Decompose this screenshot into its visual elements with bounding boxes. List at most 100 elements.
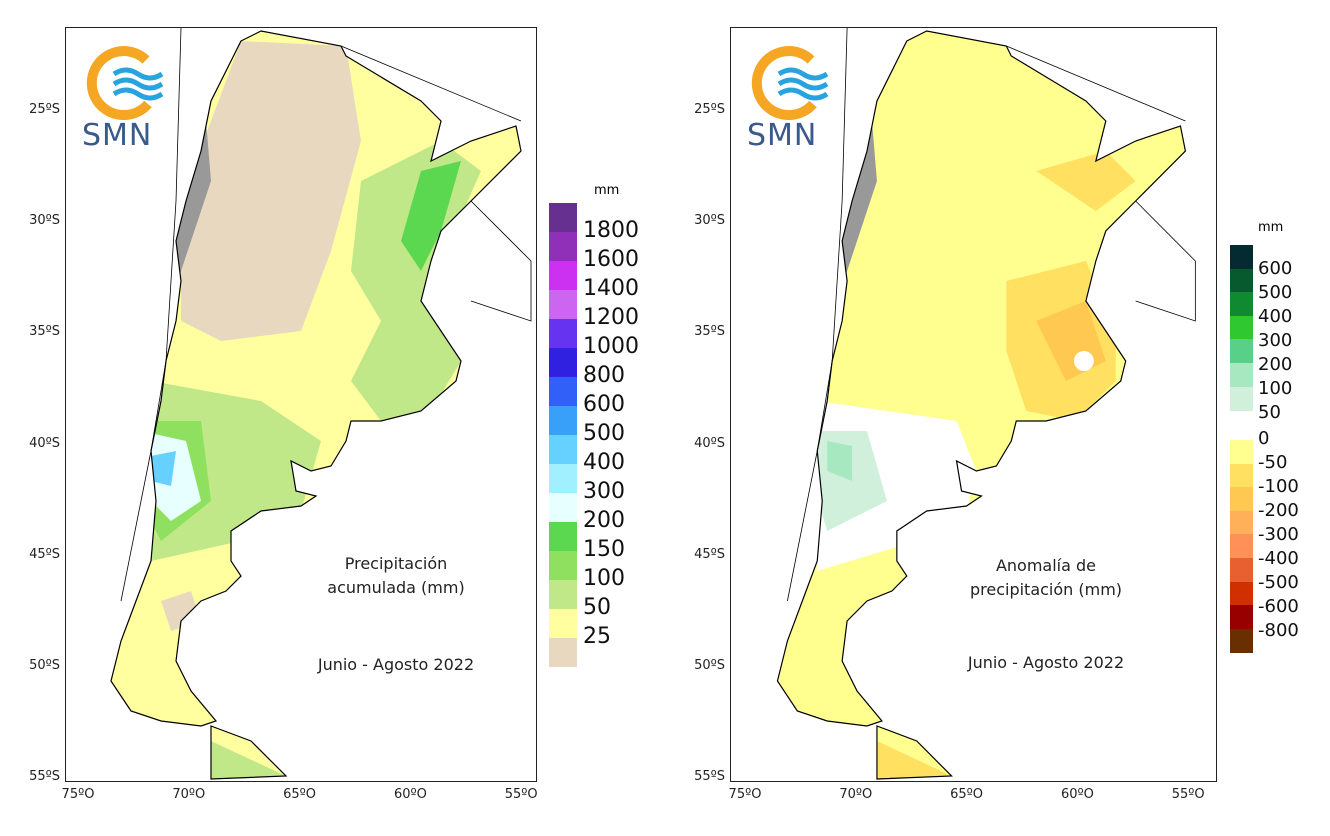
- precipitation-map: SMN Precipitación acumulada (mm) Junio -…: [65, 27, 537, 782]
- legend-swatch: [1230, 386, 1253, 411]
- legend-label: 300: [1258, 330, 1293, 351]
- legend-label: -800: [1258, 620, 1299, 641]
- lat-tick-label: 45ºS: [694, 546, 725, 562]
- lon-tick-label: 60ºO: [393, 787, 427, 802]
- lon-tick-label: 70ºO: [172, 787, 206, 802]
- legend-label: 800: [583, 363, 625, 388]
- anomaly-map: SMN Anomalía de precipitación (mm) Junio…: [730, 27, 1217, 782]
- map-title-line1: Anomalía de: [995, 556, 1097, 575]
- map-title-line2: acumulada (mm): [327, 578, 465, 597]
- legend-label: 100: [1258, 378, 1293, 399]
- legend-label: 50: [1258, 402, 1281, 423]
- legend-label: 200: [1258, 354, 1293, 375]
- legend-swatch: [549, 493, 577, 522]
- map-title-line1: Precipitación: [344, 554, 448, 573]
- legend-swatch: [549, 522, 577, 551]
- lon-tick-label: 75ºO: [61, 787, 95, 802]
- legend-unit: mm: [1258, 220, 1284, 235]
- legend-label: 1600: [583, 247, 639, 272]
- lon-tick-label: 70ºO: [839, 787, 873, 802]
- lat-tick-label: 55ºS: [694, 769, 725, 785]
- legend-swatch: [1230, 315, 1253, 340]
- lat-tick-label: 55ºS: [29, 769, 60, 785]
- legend-swatch: [1230, 463, 1253, 488]
- precipitation-panel: SMN Precipitación acumulada (mm) Junio -…: [29, 27, 639, 802]
- legend-label: -300: [1258, 524, 1299, 545]
- legend-swatch: [549, 638, 577, 667]
- legend-label: 500: [1258, 282, 1293, 303]
- legend-label: 1400: [583, 276, 639, 301]
- lat-tick-label: 50ºS: [694, 658, 725, 673]
- legend-label: 1200: [583, 305, 639, 330]
- legend-label: 600: [1258, 258, 1293, 279]
- lat-tick-label: 40ºS: [29, 435, 60, 451]
- legend-label: 0: [1258, 428, 1270, 449]
- legend-label: -500: [1258, 572, 1299, 593]
- lat-tick-label: 35ºS: [29, 324, 60, 340]
- legend-swatch: [1230, 245, 1253, 269]
- map-period: Junio - Agosto 2022: [317, 655, 475, 674]
- legend-swatch: [549, 609, 577, 638]
- legend-swatch: [1230, 605, 1253, 630]
- lat-tick-label: 30ºS: [694, 213, 725, 229]
- legend-swatch: [1230, 268, 1253, 293]
- lat-tick-label: 25ºS: [29, 102, 60, 117]
- lon-tick-label: 65ºO: [283, 787, 317, 802]
- legend-unit: mm: [594, 183, 620, 198]
- legend-label: 150: [583, 537, 625, 562]
- anomaly-panel: SMN Anomalía de precipitación (mm) Junio…: [665, 0, 1330, 836]
- legend-swatch: [1230, 339, 1253, 364]
- lat-tick-label: 40ºS: [694, 435, 725, 451]
- legend-label: 400: [1258, 306, 1293, 327]
- map-title-line2: precipitación (mm): [969, 580, 1123, 599]
- legend-swatch: [549, 580, 577, 609]
- lat-tick-label: 45ºS: [29, 546, 60, 562]
- legend-swatch: [549, 464, 577, 493]
- legend-swatch: [1230, 363, 1253, 387]
- legend-swatch: [1230, 534, 1253, 559]
- smn-logo-text: SMN: [82, 118, 153, 153]
- legend-label: 25: [583, 624, 611, 649]
- map-title: Anomalía de precipitación (mm): [946, 554, 1146, 602]
- legend-swatch: [549, 290, 577, 319]
- legend-swatch: [549, 232, 577, 261]
- legend-swatch: [1230, 510, 1253, 535]
- precipitation-map-canvas: [110, 28, 532, 780]
- legend-swatch: [549, 319, 577, 348]
- legend-label: 400: [583, 450, 625, 475]
- lat-tick-label: 35ºS: [694, 324, 725, 340]
- anomaly-map-canvas: [776, 28, 1196, 780]
- legend-swatch: [1230, 628, 1253, 653]
- legend-swatch: [1230, 558, 1253, 582]
- lon-tick-label: 55ºO: [504, 787, 538, 802]
- legend-label: 100: [583, 566, 625, 591]
- lat-tick-label: 25ºS: [694, 102, 725, 117]
- legend-swatch: [1230, 487, 1253, 512]
- lat-tick-label: 50ºS: [29, 658, 60, 673]
- legend-label: -200: [1258, 500, 1299, 521]
- legend-label: 1800: [583, 218, 639, 243]
- lon-tick-label: 65ºO: [950, 787, 984, 802]
- legend-swatch: [1230, 292, 1253, 317]
- legend-label: 200: [583, 508, 625, 533]
- map-period: Junio - Agosto 2022: [967, 653, 1125, 672]
- legend-label: -50: [1258, 452, 1288, 473]
- lon-tick-label: 75ºO: [728, 787, 762, 802]
- map-title: Precipitación acumulada (mm): [296, 552, 496, 600]
- legend-swatch: [549, 377, 577, 406]
- legend-label: 600: [583, 392, 625, 417]
- legend-swatch: [549, 203, 577, 232]
- legend-swatch: [549, 261, 577, 290]
- legend-label: 50: [583, 595, 611, 620]
- legend-label: 300: [583, 479, 625, 504]
- lon-tick-label: 55ºO: [1171, 787, 1205, 802]
- legend-swatch: [1230, 581, 1253, 606]
- smn-logo: [86, 42, 166, 126]
- legend-swatch: [549, 406, 577, 435]
- smn-logo-text: SMN: [747, 118, 818, 153]
- legend-swatch: [549, 551, 577, 580]
- legend-swatch: [549, 348, 577, 377]
- legend-label: 1000: [583, 334, 639, 359]
- legend-label: -600: [1258, 596, 1299, 617]
- legend-swatch: [549, 435, 577, 464]
